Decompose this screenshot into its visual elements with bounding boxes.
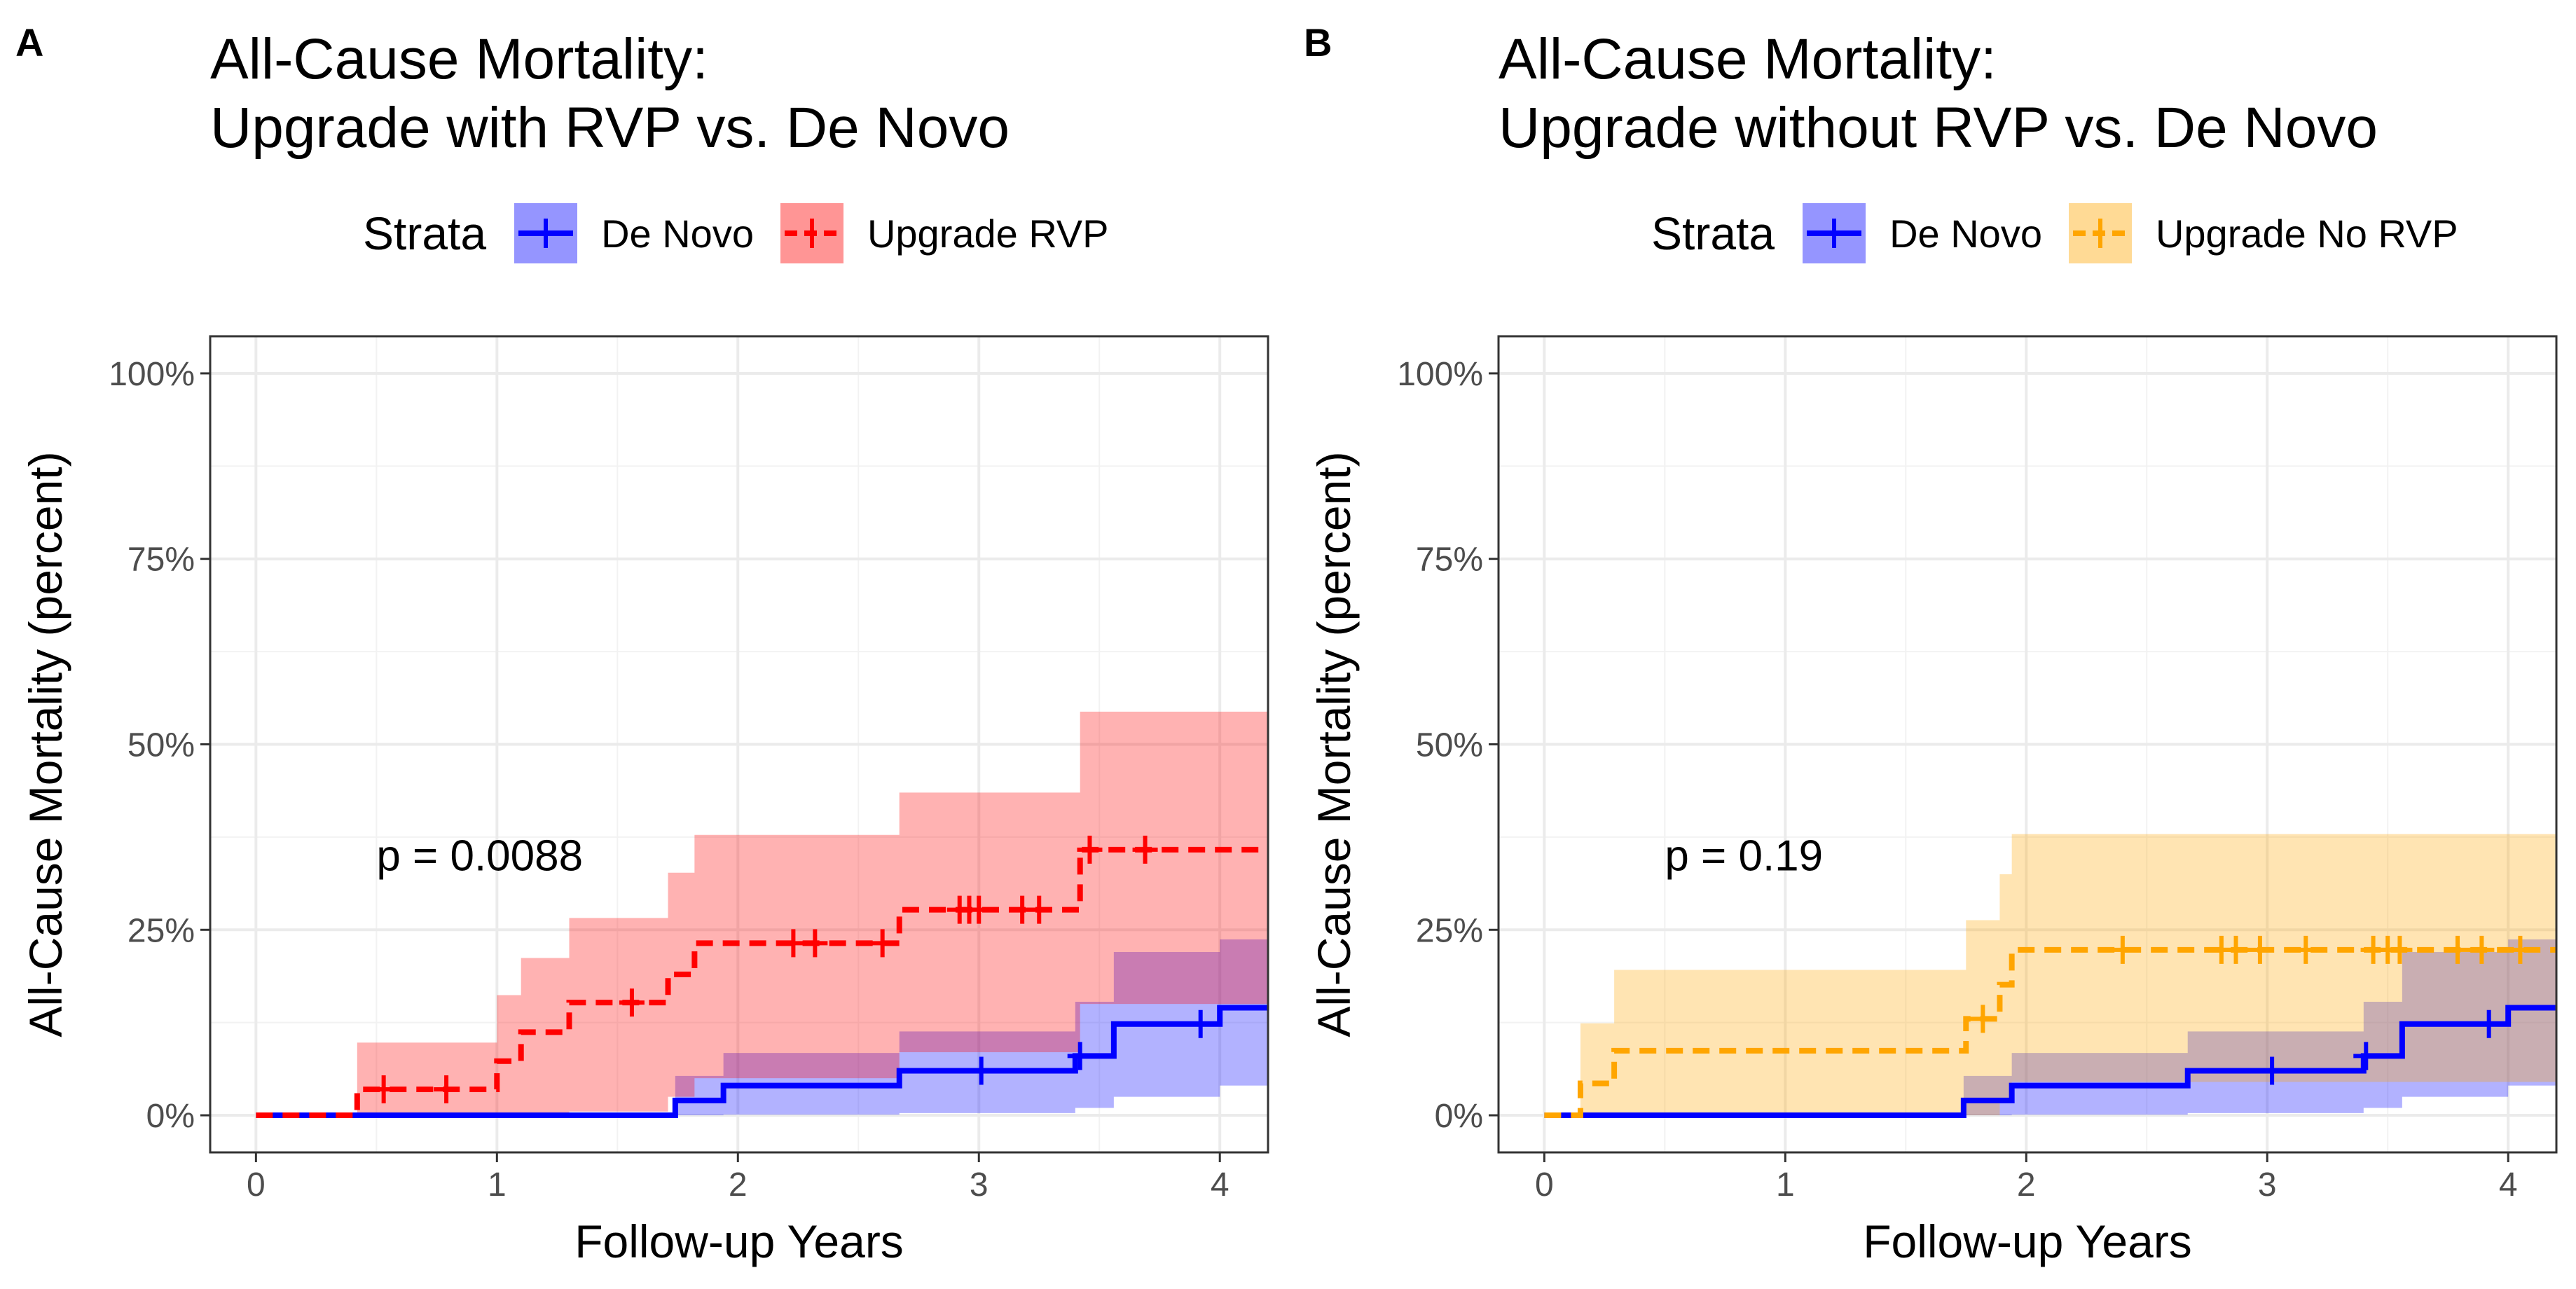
- legend-title: Strata: [1651, 207, 1775, 259]
- x-tick-label: 2: [729, 1166, 748, 1204]
- x-tick-label: 0: [1535, 1166, 1554, 1204]
- km-line-upgrade-rvp: [256, 846, 1268, 1119]
- legend-item-de-novo: De Novo: [1803, 203, 2042, 263]
- legend-label: De Novo: [601, 211, 754, 256]
- x-tick-label: 1: [488, 1166, 507, 1204]
- y-tick-label: 50%: [1416, 727, 1483, 764]
- legend-item-upgrade-rvp: Upgrade RVP: [780, 203, 1109, 263]
- x-tick-label: 4: [2499, 1166, 2518, 1204]
- chart-title: All-Cause Mortality: Upgrade with RVP vs…: [210, 25, 1010, 163]
- panel-a: A All-Cause Mortality: Upgrade with RVP …: [15, 20, 1269, 1267]
- y-tick-label: 50%: [128, 727, 195, 764]
- km-plot-b: p = 0.19 0 1 2 3 4 0% 25% 50% 75% 100% Follow-up Ye…: [1308, 335, 2558, 1267]
- chart-title-line-1: All-Cause Mortality:: [1499, 27, 1997, 91]
- legend-item-de-novo: De Novo: [514, 203, 754, 263]
- legend-label: Upgrade No RVP: [2155, 211, 2458, 256]
- y-tick-label: 0%: [1435, 1098, 1483, 1135]
- panel-label: A: [15, 20, 44, 64]
- x-tick-label: 4: [1211, 1166, 1230, 1204]
- legend-item-upgrade-no-rvp: Upgrade No RVP: [2068, 203, 2458, 263]
- y-axis-title: All-Cause Mortality (percent): [20, 451, 71, 1037]
- legend: Strata De Novo Upgrade RVP: [363, 202, 1135, 265]
- p-value-annotation: p = 0.0088: [376, 832, 583, 881]
- y-tick-label: 100%: [1397, 356, 1483, 393]
- y-tick-label: 75%: [128, 542, 195, 579]
- x-tick-label: 1: [1776, 1166, 1795, 1204]
- legend-key-de-novo: [514, 203, 578, 263]
- x-tick-label: 0: [247, 1166, 266, 1204]
- y-tick-label: 25%: [128, 912, 195, 949]
- panel-b: B All-Cause Mortality: Upgrade without R…: [1288, 0, 2576, 1289]
- y-tick-label: 75%: [1416, 542, 1483, 579]
- legend: Strata De Novo Upgrade No RVP: [1651, 202, 2485, 265]
- x-tick-label: 2: [2017, 1166, 2036, 1204]
- legend-key-upgrade-rvp: [780, 203, 843, 263]
- legend-label: Upgrade RVP: [867, 211, 1109, 256]
- chart-title-line-1: All-Cause Mortality:: [210, 27, 708, 91]
- x-tick-label: 3: [970, 1166, 989, 1204]
- panel-label: B: [1304, 20, 1332, 64]
- y-tick-label: 100%: [109, 356, 195, 393]
- km-plot-a: p = 0.0088 0 1 2 3 4 0% 25% 50% 75% 100% Follow-up …: [20, 335, 1269, 1267]
- legend-label: De Novo: [1889, 211, 2042, 256]
- y-axis-title: All-Cause Mortality (percent): [1308, 451, 1360, 1037]
- y-tick-label: 25%: [1416, 912, 1483, 949]
- chart-title-line-2: Upgrade without RVP vs. De Novo: [1499, 96, 2378, 160]
- legend-key-de-novo: [1803, 203, 1866, 263]
- chart-title-line-2: Upgrade with RVP vs. De Novo: [210, 96, 1010, 160]
- x-tick-label: 3: [2258, 1166, 2277, 1204]
- y-tick-label: 0%: [146, 1098, 195, 1135]
- ci-band-upgrade-rvp: [256, 711, 1269, 1116]
- ci-band-upgrade-no-rvp: [1544, 834, 2556, 1116]
- legend-key-upgrade-no-rvp: [2068, 203, 2132, 263]
- x-axis-title: Follow-up Years: [1863, 1215, 2192, 1267]
- legend-title: Strata: [363, 207, 487, 259]
- p-value-annotation: p = 0.19: [1665, 832, 1823, 881]
- x-axis-title: Follow-up Years: [574, 1215, 904, 1267]
- km-line-upgrade-no-rvp: [1544, 946, 2556, 1119]
- chart-title: All-Cause Mortality: Upgrade without RVP…: [1499, 25, 2378, 163]
